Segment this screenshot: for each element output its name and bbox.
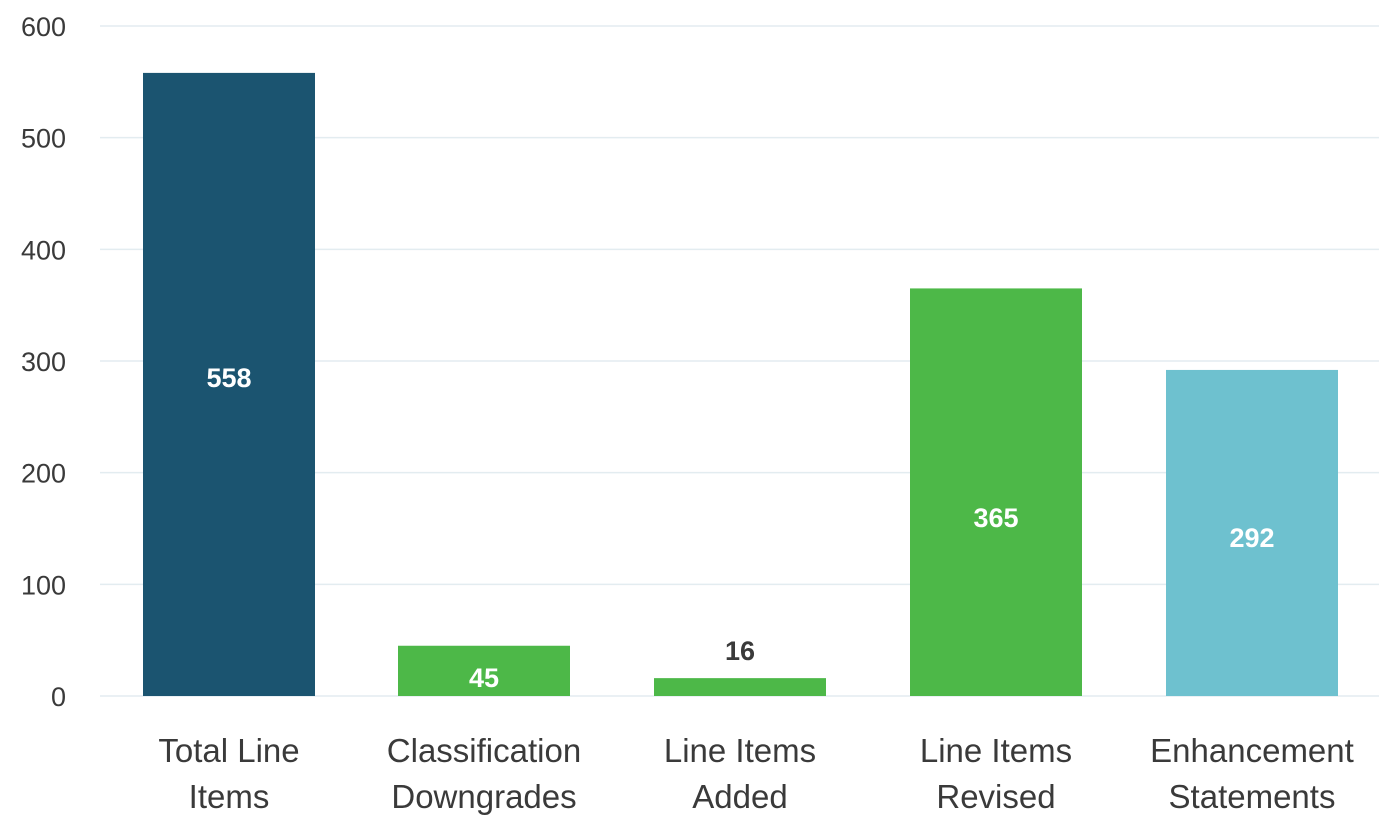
category-label: Statements — [1169, 778, 1336, 815]
data-label: 16 — [725, 636, 755, 666]
category-label: Revised — [936, 778, 1055, 815]
bar — [1166, 369, 1338, 696]
data-labels: 558 45 16 365 292 — [206, 363, 1274, 693]
category-label: Added — [692, 778, 787, 815]
y-tick-label: 0 — [51, 682, 66, 712]
y-tick-label: 200 — [21, 459, 66, 489]
y-tick-label: 400 — [21, 235, 66, 265]
data-label: 558 — [206, 363, 251, 393]
bar — [910, 288, 1082, 696]
data-label: 292 — [1229, 523, 1274, 553]
data-label: 365 — [973, 503, 1018, 533]
bar — [654, 678, 826, 696]
bars — [143, 72, 1338, 696]
category-label: Enhancement — [1150, 732, 1354, 769]
x-axis-categories: Total Line Items Classification Downgrades L… — [158, 732, 1353, 815]
category-label: Line Items — [664, 732, 816, 769]
category-label: Downgrades — [391, 778, 576, 815]
y-tick-label: 500 — [21, 124, 66, 154]
bar — [143, 72, 315, 696]
category-label: Items — [189, 778, 270, 815]
y-axis-ticks: 0 100 200 300 400 500 600 — [21, 12, 66, 712]
category-label: Line Items — [920, 732, 1072, 769]
bar — [398, 645, 570, 696]
data-label: 45 — [469, 663, 499, 693]
y-tick-label: 600 — [21, 12, 66, 42]
y-tick-label: 300 — [21, 347, 66, 377]
category-label: Total Line — [158, 732, 299, 769]
y-tick-label: 100 — [21, 570, 66, 600]
category-label: Classification — [387, 732, 581, 769]
